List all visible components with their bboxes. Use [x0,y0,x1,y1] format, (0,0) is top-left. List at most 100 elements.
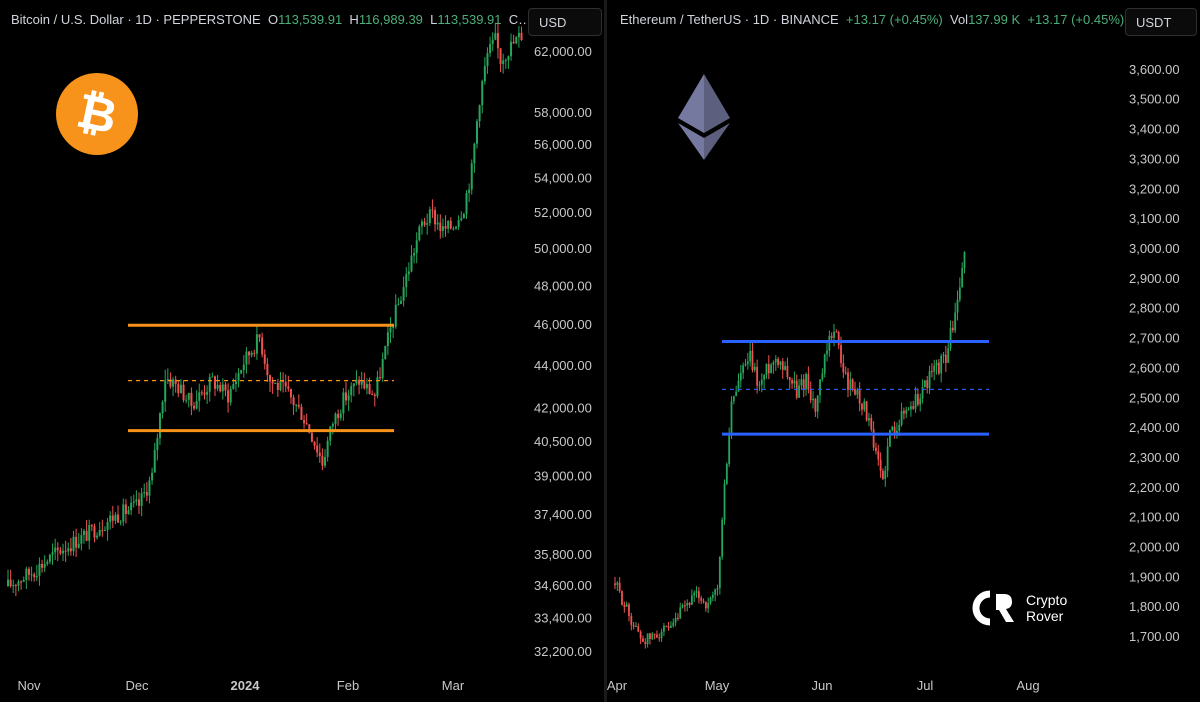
btc-y-tick-label: 54,000.00 [534,170,592,185]
btc-candle-body [109,515,112,522]
eth-candle-body [672,622,675,626]
btc-candle-body [242,364,245,371]
btc-candle-body [195,400,198,409]
btc-currency-selector[interactable]: USD [528,8,602,36]
eth-candle-body [646,633,649,645]
btc-candle-body [127,510,130,514]
eth-candle-body [621,591,623,605]
eth-x-axis[interactable]: Apr May Jun Jul Aug [607,678,1040,693]
btc-y-axis[interactable]: 62,000.00 58,000.00 56,000.00 54,000.00 52,0… [534,44,592,659]
eth-candle-body [791,380,793,384]
btc-candle-body [12,585,15,587]
btc-candle-body [161,401,164,414]
eth-candle-body [870,418,873,430]
btc-candle-body [46,561,49,564]
eth-candle-body [718,556,721,589]
btc-chart-panel[interactable]: Bitcoin / U.S. Dollar · 1D · PEPPERSTONE… [0,0,604,702]
eth-candle-body [863,401,866,410]
ethereum-logo-icon [678,74,730,160]
eth-candle-body [898,424,901,431]
eth-candle-body [723,483,726,520]
eth-candle-body [774,358,777,363]
eth-candle-body [872,429,875,448]
btc-candle-body [507,56,510,61]
eth-y-tick-label: 1,700.00 [1129,629,1180,644]
btc-candle-body [504,60,507,62]
eth-candle-body [819,379,821,396]
btc-candle-body [153,450,156,473]
eth-candle-body [826,350,828,355]
eth-candle-body [961,267,964,288]
btc-y-tick-label: 50,000.00 [534,241,592,256]
btc-candle-body [232,384,235,389]
eth-y-tick-label: 2,300.00 [1129,450,1180,465]
eth-candle-body [674,617,677,623]
eth-candle-body [758,384,761,386]
eth-candle-body [623,604,626,607]
btc-candle-body [418,226,421,241]
btc-candle-body [462,213,465,219]
eth-candle-body [695,591,698,593]
eth-candle-body [653,633,656,635]
panel-divider[interactable] [604,0,607,702]
eth-candle-body [765,363,768,376]
btc-candle-body [444,226,447,229]
eth-candle-body [732,396,735,402]
eth-chart-panel[interactable]: Ethereum / TetherUS · 1D · BINANCE +13.1… [607,0,1200,702]
eth-candle-body [942,354,945,357]
btc-x-axis[interactable]: Nov Dec 2024 Feb Mar [17,678,464,693]
btc-candle-body [82,530,85,536]
btc-candle-body [85,530,88,541]
btc-candle-body [392,326,395,328]
eth-candle-body [751,350,754,371]
eth-candle-body [772,362,775,365]
btc-candle-body [342,392,345,414]
eth-candle-body [716,588,719,590]
btc-candle-body [258,334,261,338]
eth-candle-body [877,451,880,460]
btc-candle-body [350,386,353,396]
eth-candles [614,251,966,649]
btc-candle-body [515,37,518,44]
btc-candle-body [117,514,120,523]
eth-candle-body [816,395,819,412]
eth-y-tick-label: 3,400.00 [1129,122,1180,137]
eth-candle-body [940,356,943,374]
eth-candle-body [891,426,894,431]
btc-candle-body [9,579,12,587]
eth-candle-body [875,447,877,452]
eth-candle-body [770,364,773,374]
btc-candle-body [423,221,426,225]
eth-candle-body [709,597,712,604]
eth-candle-body [737,380,740,392]
btc-candle-body [229,388,232,403]
eth-currency-selector[interactable]: USDT [1125,8,1197,36]
btc-candle-body [491,39,494,45]
eth-candle-body [933,365,936,372]
eth-candle-body [616,582,619,585]
btc-candle-body [77,543,80,548]
eth-candle-body [742,365,745,374]
eth-change: +13.17 (+0.45%) [845,12,943,27]
btc-candle-body [441,226,444,231]
btc-chart-header: Bitcoin / U.S. Dollar · 1D · PEPPERSTONE… [11,12,531,27]
btc-candle-body [297,404,300,407]
btc-candle-body [224,384,227,391]
btc-candle-body [33,574,36,578]
btc-y-tick-label: 58,000.00 [534,105,592,120]
eth-y-axis[interactable]: 3,600.00 3,500.00 3,400.00 3,300.00 3,200.00… [1129,62,1180,644]
btc-candle-body [517,32,520,38]
btc-candle-body [248,351,251,356]
btc-candle-body [234,381,237,385]
btc-candle-body [289,388,292,398]
eth-x-tick-label: May [705,678,730,693]
btc-candle-body [402,287,405,301]
btc-candle-body [64,550,67,552]
btc-candle-body [426,223,429,225]
btc-candle-body [261,337,264,355]
eth-candle-body [788,377,791,381]
eth-candle-body [926,380,929,389]
btc-candle-body [321,456,324,466]
eth-candle-body [704,601,707,609]
eth-y-tick-label: 1,800.00 [1129,599,1180,614]
